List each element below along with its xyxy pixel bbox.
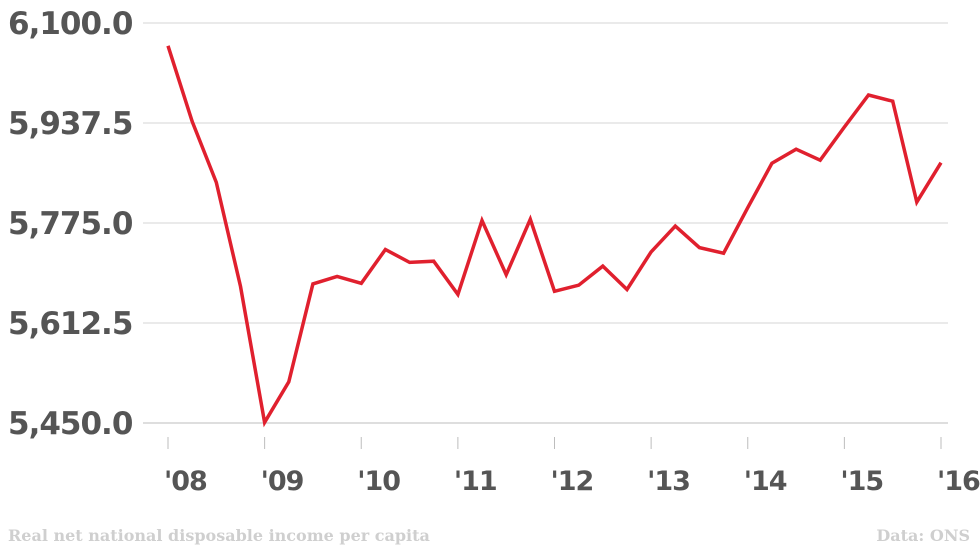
x-tick-label: '16 [937, 466, 980, 497]
series-line [166, 45, 943, 428]
x-tick-label: '13 [647, 466, 690, 497]
x-tick-label: '11 [454, 466, 497, 497]
chart-source-credit: Data: ONS [876, 526, 970, 545]
series-layer [166, 45, 943, 428]
x-tick-label: '09 [261, 466, 304, 497]
x-tick-label: '12 [551, 466, 594, 497]
x-tick-label: '14 [744, 466, 787, 497]
x-tick-label: '15 [840, 466, 883, 497]
x-axis-tick-labels: '08 '09 '10 '11 '12 '13 '14 '15 '16 [164, 466, 980, 497]
y-axis-tick-labels: 6,100.0 5,937.5 5,775.0 5,612.5 5,450.0 [8, 6, 134, 442]
y-tick-label: 5,775.0 [8, 206, 133, 242]
x-tick-label: '08 [164, 466, 207, 497]
chart-footnote-title: Real net national disposable income per … [8, 526, 430, 545]
x-tick-label: '10 [357, 466, 400, 497]
y-tick-label: 5,937.5 [8, 106, 132, 142]
y-tick-label: 5,450.0 [8, 406, 133, 442]
gridlines [143, 22, 948, 449]
y-tick-label: 6,100.0 [8, 6, 133, 42]
y-tick-label: 5,612.5 [8, 306, 132, 342]
